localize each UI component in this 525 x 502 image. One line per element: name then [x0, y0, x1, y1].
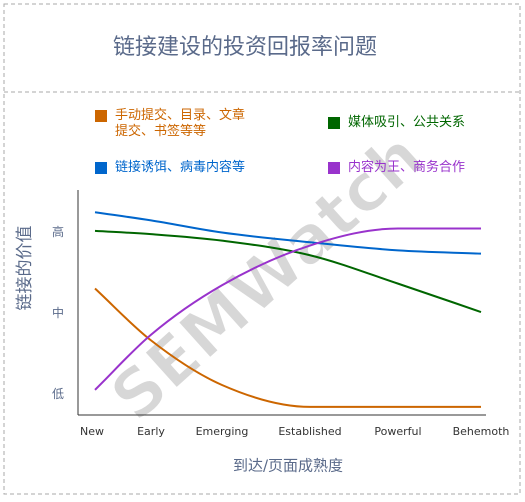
legend-item: 媒体吸引、公共关系 — [328, 115, 488, 131]
y-tick-label: 中 — [52, 305, 64, 320]
chart-title: 链接建设的投资回报率问题 — [113, 35, 377, 60]
legend-label: 手动提交、目录、文章提交、书签等等 — [115, 108, 246, 139]
line — [94, 227, 481, 391]
x-tick-label: Established — [278, 425, 341, 438]
legend-label: 内容为王、商务合作 — [348, 160, 466, 175]
x-tick-label: Early — [137, 425, 165, 438]
y-axis-label: 链接的价值 — [15, 226, 35, 311]
x-tick-label: Emerging — [196, 425, 249, 438]
y-tick-label: 高 — [52, 224, 64, 239]
legend-label: 媒体吸引、公共关系 — [348, 115, 466, 130]
x-tick-label: New — [80, 425, 104, 438]
legend-swatch — [95, 110, 107, 122]
legend-swatch — [95, 162, 107, 174]
legend-item: 内容为王、商务合作 — [328, 160, 488, 176]
line — [94, 211, 482, 255]
legend-item: 链接诱饵、病毒内容等 — [95, 160, 255, 176]
legend-item: 手动提交、目录、文章提交、书签等等 — [95, 108, 255, 140]
y-tick-label: 低 — [52, 387, 64, 401]
line — [94, 287, 481, 408]
legend-label: 链接诱饵、病毒内容等 — [115, 160, 246, 175]
legend-swatch — [328, 162, 340, 174]
x-tick-label: Powerful — [374, 425, 421, 438]
frame — [3, 3, 521, 495]
legend-swatch — [328, 117, 340, 129]
x-tick-label: Behemoth — [453, 425, 510, 438]
line — [94, 229, 482, 313]
x-axis-label: 到达/页面成熟度 — [233, 457, 343, 475]
